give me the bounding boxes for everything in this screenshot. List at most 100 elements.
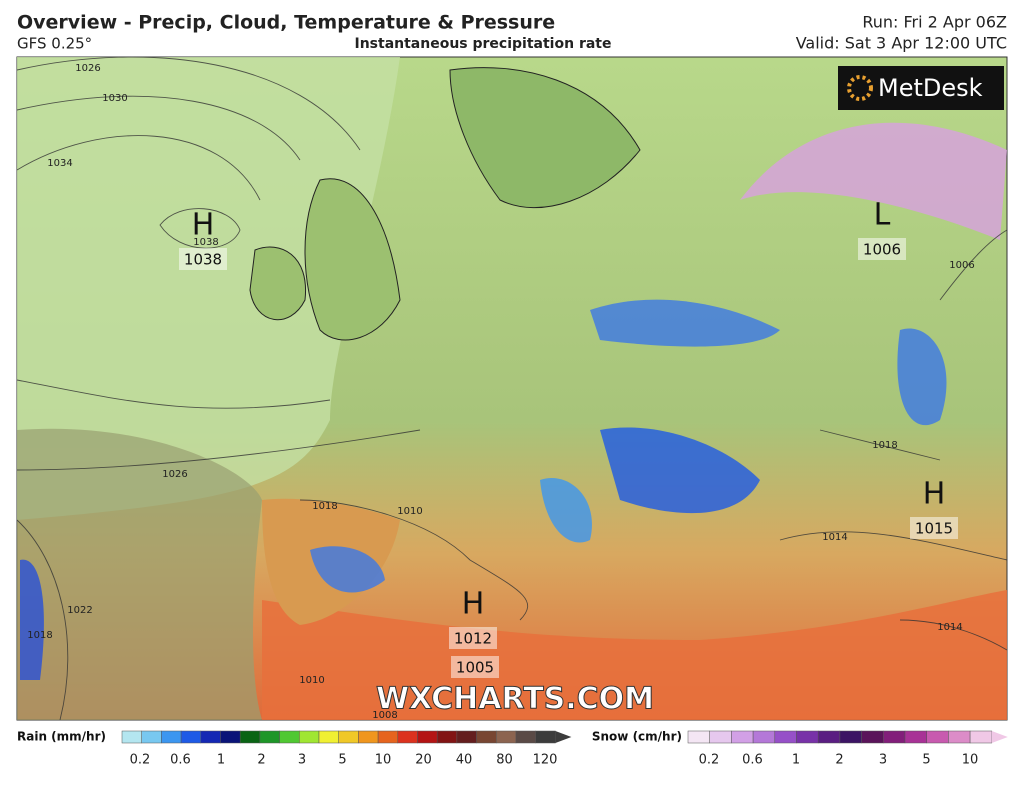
rain-area [540,478,592,543]
snow-tick-label: 0.2 [699,753,720,768]
rain-tick-label: 0.6 [170,753,191,768]
snow-tick-label: 1 [792,753,800,768]
isobar-label: 1022 [67,605,92,616]
pressure-center: H [462,587,485,622]
snow-tick-label: 5 [922,753,930,768]
rain-swatch [417,730,438,744]
rain-area [20,559,44,680]
africa-land [262,590,1007,720]
watermark: WXCHARTS.COM [376,682,654,717]
rain-swatch [259,730,280,744]
isobar-label: 1038 [193,237,218,248]
logo-icon [847,75,873,101]
rain-tick-label: 3 [298,753,306,768]
rain-tick-label: 10 [375,753,392,768]
rain-swatch [397,730,418,744]
snow-swatch [948,730,971,744]
isobar-label: 1014 [937,622,962,633]
pressure-center: L [874,198,891,233]
rain-legend-label: Rain (mm/hr) [17,730,106,744]
snow-swatch [861,730,884,744]
rain-swatch [358,730,379,744]
snow-swatch [731,730,754,744]
rain-swatch [121,730,142,744]
map-labels: H1038L1006H1015H101210051026103010341038… [27,63,974,721]
snow-tick-label: 3 [879,753,887,768]
rain-swatch [299,730,320,744]
isobar-label: 1018 [27,630,52,641]
isobar-label: 1018 [872,440,897,451]
rain-swatch [279,730,300,744]
rain-tick-label: 80 [496,753,513,768]
model: GFS 0.25° [17,35,92,53]
isobar-label: 1010 [299,675,324,686]
snow-swatch [774,730,797,744]
rain-area [897,328,947,426]
legend: Rain (mm/hr) Snow (cm/hr) 0.2 0.6 1 2 3 5 10 20… [17,730,1008,768]
pressure-value: 1005 [456,659,494,677]
run-time: Run: Fri 2 Apr 06Z [862,13,1007,32]
snow-swatch [904,730,927,744]
cloud-area [17,428,262,720]
rain-tick-label: 2 [257,753,265,768]
isobar-label: 1008 [372,710,397,721]
rain-area [590,299,780,347]
logo: MetDesk [878,74,983,102]
subtitle: Instantaneous precipitation rate [355,36,612,52]
rain-tick-label: 0.2 [130,753,151,768]
sea-area [17,57,400,520]
isobar-label: 1030 [102,93,127,104]
isobar-label: 1014 [822,532,847,543]
snow-area [740,122,1007,240]
rain-swatch [436,730,458,744]
snow-swatch [709,730,732,744]
snow-swatch [752,730,776,744]
rain-swatch [338,730,359,744]
ireland [249,246,307,321]
snow-tick-label: 10 [962,753,979,768]
isobar-label: 1034 [47,158,72,169]
valid-time: Valid: Sat 3 Apr 12:00 UTC [796,34,1007,53]
isobar-label: 1026 [75,63,100,74]
pressure-value: 1015 [915,520,953,538]
snow-tick-label: 2 [835,753,843,768]
rain-swatch [377,730,399,744]
rain-swatch [161,730,182,744]
pressure-value-box [179,248,227,270]
pressure-value-box [449,627,497,649]
isobars [16,56,1008,721]
pressure-value: 1012 [454,630,492,648]
isobar-label: 1010 [397,506,422,517]
rain-swatch [200,730,221,744]
snow-swatch [926,730,949,744]
rain-arrow [555,731,572,743]
rain-tick-label: 40 [456,753,473,768]
pressure-center: H [192,208,215,243]
britain [304,178,401,341]
isobar-label: 1026 [162,469,187,480]
rain-swatch [239,730,261,744]
pressure-value: 1006 [863,241,901,259]
isobar-label: 1018 [312,501,337,512]
snow-legend-label: Snow (cm/hr) [592,730,682,744]
rain-tick-label: 20 [415,753,432,768]
rain-swatch [220,730,241,744]
pressure-value-box [451,656,499,678]
rain-area [600,427,760,514]
title: Overview - Precip, Cloud, Temperature & … [17,12,555,34]
rain-tick-label: 120 [533,753,558,768]
logo-box [838,66,1004,110]
snow-swatch [817,730,841,744]
pressure-value-box [858,238,906,260]
snow-swatch [796,730,819,744]
rain-swatch [496,730,517,744]
rain-swatch [515,730,536,744]
snow-tick-label: 0.6 [742,753,763,768]
rain-swatch [141,730,162,744]
pressure-value: 1038 [184,251,222,269]
rain-swatch [318,730,339,744]
scandinavia [449,67,641,209]
rain-swatch [456,730,477,744]
snow-arrow [991,731,1008,743]
